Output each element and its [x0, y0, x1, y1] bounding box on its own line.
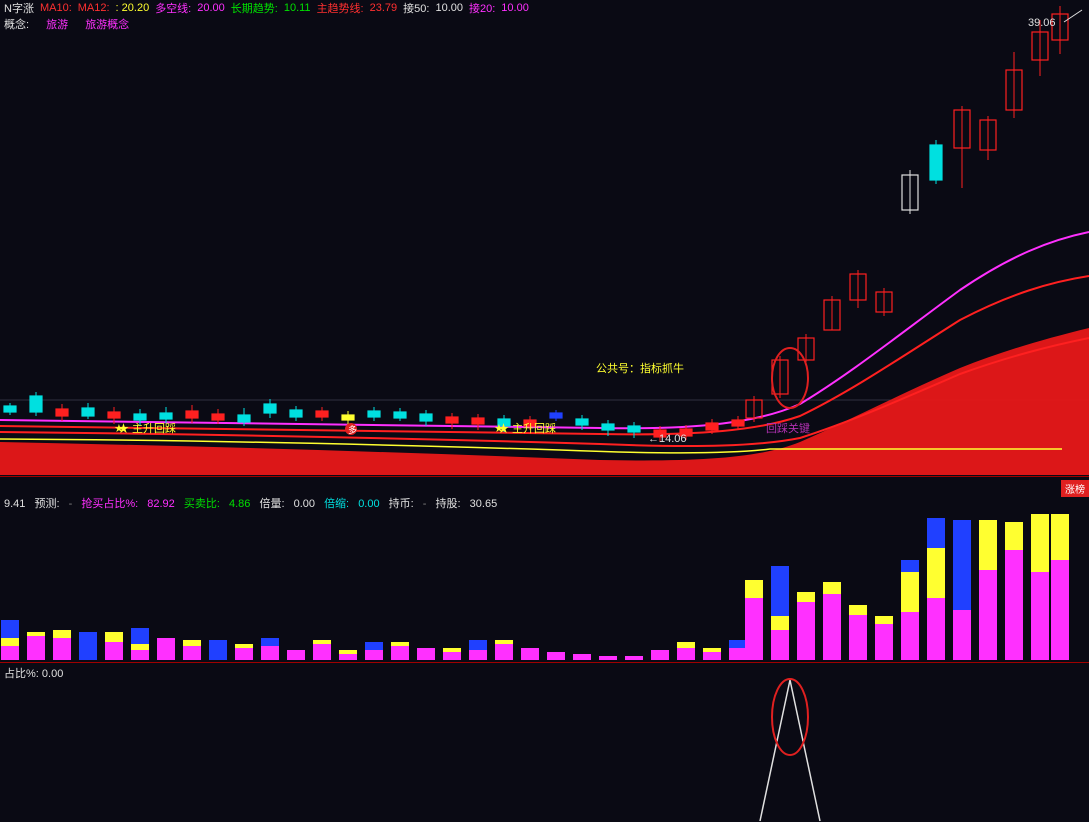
marker-dot-label: 多 [348, 424, 357, 435]
red-area [0, 328, 1089, 475]
mid-v1: - [69, 498, 73, 510]
spike-line [760, 680, 820, 821]
arrow-icon [1064, 10, 1082, 22]
bottom-chart[interactable] [0, 662, 1089, 822]
signal-ellipse-1 [772, 348, 808, 408]
signal-text-1: ★ 主升回踩 [118, 422, 176, 435]
separator-1 [0, 476, 1089, 477]
pubacct-text: 公共号：指标抓牛 [596, 361, 684, 375]
mid-l3: 买卖比: [184, 498, 220, 510]
mid-v7: 30.65 [470, 498, 498, 510]
kline-chart[interactable]: ★ 主升回踩 ★ 主升回踩 公共号：指标抓牛 回踩关键 ←14.06 39.06… [0, 0, 1089, 475]
star-icon-2: ★ [494, 423, 504, 435]
signal-text-2: ★ 主升回踩 [498, 422, 556, 435]
mid-l2: 抢买占比%: [81, 498, 138, 510]
candle-group [4, 6, 1068, 442]
mid-v3: 4.86 [229, 498, 250, 510]
mid-v4: 0.00 [294, 498, 315, 510]
price-mid: ←14.06 [648, 433, 687, 445]
mid-l7: 持股: [436, 498, 461, 510]
chart-root: N字涨 MA10: MA12: : 20.20 多空线: 20.00 长期趋势:… [0, 0, 1089, 821]
star-icon-1: ★ [114, 423, 124, 435]
mid-v6: - [423, 498, 427, 510]
pullback-text: 回踩关键 [766, 421, 810, 435]
mid-l5: 倍缩: [324, 498, 349, 510]
rank-badge[interactable]: 涨榜 [1061, 480, 1089, 497]
volume-bars [1, 514, 1069, 660]
mid-l1: 预测: [34, 498, 59, 510]
mid-indicator-strip: 9.41 预测: - 抢买占比%: 82.92 买卖比: 4.86 倍量: 0.… [0, 495, 1089, 511]
volume-chart[interactable] [0, 510, 1089, 660]
price-top: 39.06 [1028, 17, 1056, 29]
signal-ellipse-2 [772, 679, 808, 755]
mid-v0: 9.41 [4, 498, 25, 510]
mid-v2: 82.92 [147, 498, 175, 510]
mid-v5: 0.00 [358, 498, 379, 510]
mid-l4: 倍量: [259, 498, 284, 510]
mid-l6: 持币: [389, 498, 414, 510]
